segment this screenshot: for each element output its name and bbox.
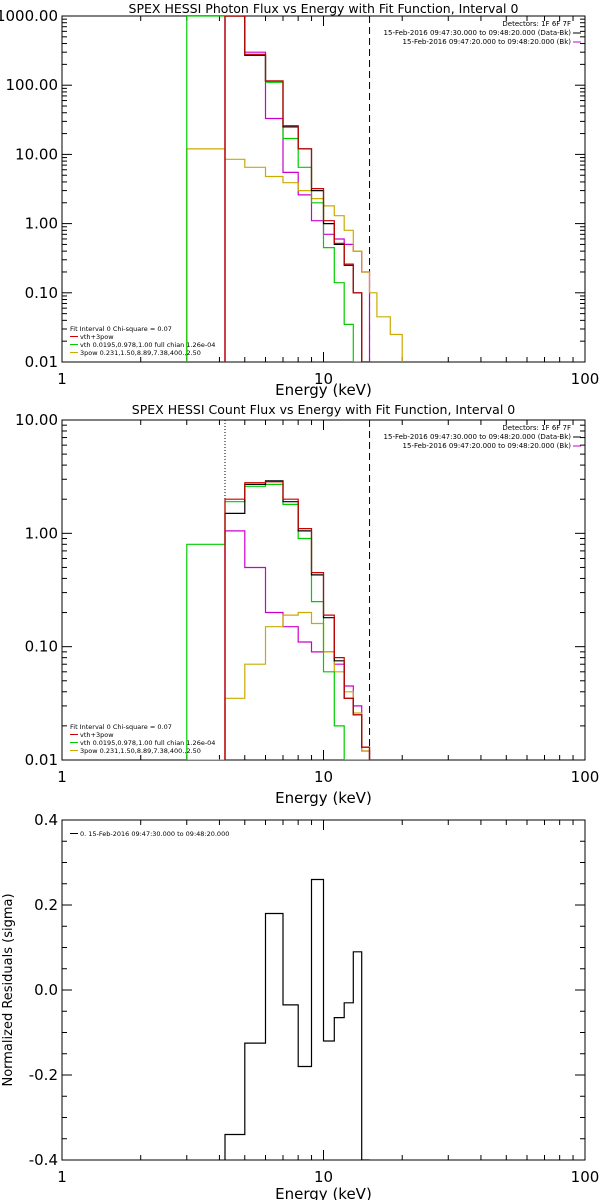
legend-entry: 3pow 0.231,1.50,8.89,7.38,400.,2.50 xyxy=(80,349,201,357)
y-tick-label: 1000.00 xyxy=(0,7,58,25)
data-layer xyxy=(186,420,371,760)
spectrum-histogram xyxy=(224,480,371,760)
spectrum-histogram xyxy=(186,611,371,760)
legend-entry: vth 0.0195,0.978,1.00 full chian 1.26e-0… xyxy=(80,341,215,349)
spectrum-histogram xyxy=(224,16,370,362)
x-tick-label: 1 xyxy=(57,768,67,786)
info-text: 15-Feb-2016 09:47:30.000 to 09:48:20.000… xyxy=(384,433,572,441)
spectrum-histogram xyxy=(186,16,370,362)
info-text: Detectors: 1F 6F 7F xyxy=(502,424,571,432)
x-tick-label: 10 xyxy=(314,1168,333,1186)
chart-panel-1: 1 10 100 0.01 0.10 1.00 10.00 SPEX HESSI Count … xyxy=(15,402,599,807)
y-tick-label: 1.00 xyxy=(25,524,58,542)
x-axis-label: Energy (keV) xyxy=(275,1185,372,1200)
spectrum-histogram xyxy=(186,148,403,362)
x-axis-label: Energy (keV) xyxy=(275,789,372,807)
y-axis-label: Normalized Residuals (sigma) xyxy=(1,893,16,1086)
info-text: 15-Feb-2016 09:47:20.000 to 09:48:20.000… xyxy=(403,38,572,46)
legend-entry: 0. 15-Feb-2016 09:47:30.000 to 09:48:20.… xyxy=(80,830,229,838)
chart-title: SPEX HESSI Photon Flux vs Energy with Fi… xyxy=(129,1,519,16)
data-layer xyxy=(186,16,403,362)
y-tick-label: -0.4 xyxy=(29,1151,58,1169)
x-tick-label: 1 xyxy=(57,1168,67,1186)
spectrum-histogram xyxy=(224,16,371,362)
legend-entry: Fit Interval 0 Chi-square = 0.07 xyxy=(70,325,172,333)
y-tick-label: 10.00 xyxy=(15,145,58,163)
legend-entry: vth+3pow xyxy=(80,333,114,341)
chart-panel-2: 1 10 100 -0.4 -0.2 0.0 0.2 0.4 Energy (keV) Norma… xyxy=(1,811,600,1203)
spectrum-histogram xyxy=(224,878,370,1160)
y-tick-label: 0.10 xyxy=(25,638,58,656)
chart-panel-0: 1 10 100 0.01 0.10 1.00 10.00 100.00 1000.00 SPEX… xyxy=(0,1,599,399)
legend-entry: vth+3pow xyxy=(80,731,114,739)
legend-entry: vth 0.0195,0.978,1.00 full chian 1.26e-0… xyxy=(80,739,215,747)
y-tick-label: -0.2 xyxy=(29,1066,58,1084)
spectrum-histogram xyxy=(224,530,371,760)
x-tick-label: 100 xyxy=(571,370,600,388)
y-tick-label: 0.4 xyxy=(34,811,58,829)
legend-entry: Fit Interval 0 Chi-square = 0.07 xyxy=(70,723,172,731)
x-tick-label: 10 xyxy=(314,370,333,388)
legend-entry: 3pow 0.231,1.50,8.89,7.38,400.,2.50 xyxy=(80,747,201,755)
x-tick-label: 10 xyxy=(314,768,333,786)
x-tick-label: 100 xyxy=(571,1168,600,1186)
y-tick-label: 0.01 xyxy=(25,353,58,371)
info-text: 15-Feb-2016 09:47:20.000 to 09:48:20.000… xyxy=(403,442,572,450)
y-tick-label: 0.2 xyxy=(34,896,58,914)
y-tick-label: 1.00 xyxy=(25,215,58,233)
spectrum-histogram xyxy=(224,16,370,362)
spectrum-histogram xyxy=(186,483,370,760)
spectrum-histogram xyxy=(224,481,371,760)
y-tick-label: 0.0 xyxy=(34,981,58,999)
x-tick-label: 1 xyxy=(57,370,67,388)
x-axis-label: Energy (keV) xyxy=(275,381,372,399)
info-text: Detectors: 1F 6F 7F xyxy=(502,20,571,28)
y-tick-label: 10.00 xyxy=(15,411,58,429)
info-text: 15-Feb-2016 09:47:30.000 to 09:48:20.000… xyxy=(384,29,572,37)
chart-title: SPEX HESSI Count Flux vs Energy with Fit… xyxy=(132,402,515,417)
y-tick-label: 100.00 xyxy=(6,76,59,94)
data-layer xyxy=(224,878,370,1160)
x-tick-label: 100 xyxy=(571,768,600,786)
y-tick-label: 0.01 xyxy=(25,751,58,769)
y-tick-label: 0.10 xyxy=(25,284,58,302)
